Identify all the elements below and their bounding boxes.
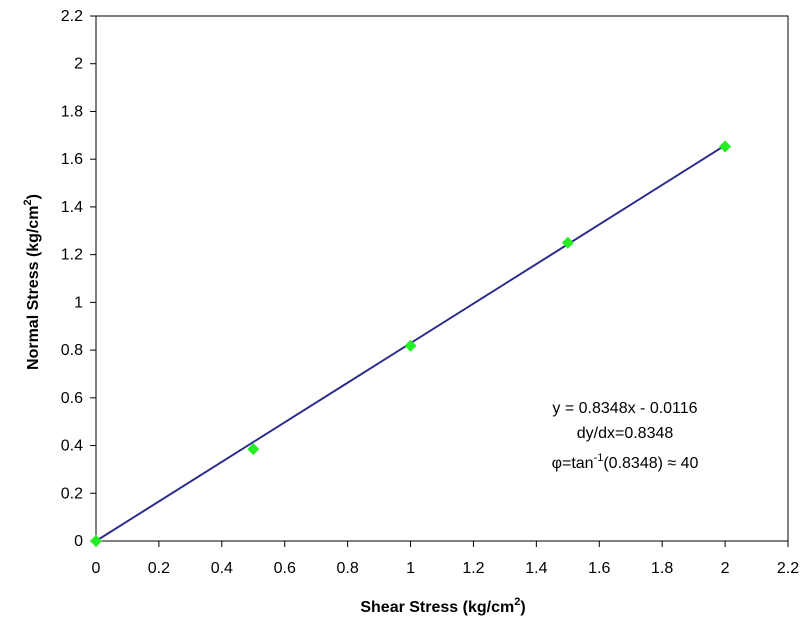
y-tick-label: 1.4 xyxy=(61,199,83,216)
y-tick-label: 1.2 xyxy=(61,247,83,264)
y-tick-label: 0.4 xyxy=(61,438,83,455)
y-tick-label: 0 xyxy=(74,533,83,550)
plot-border xyxy=(95,15,789,542)
data-point xyxy=(90,535,102,547)
x-tick-label: 0.8 xyxy=(337,560,359,577)
y-tick-label: 0.8 xyxy=(61,342,83,359)
x-tick-label: 1 xyxy=(406,560,415,577)
x-tick-label: 0.2 xyxy=(148,560,170,577)
y-tick-label: 1.6 xyxy=(61,151,83,168)
x-axis-ticks: 0 0.2 0.4 0.6 0.8 1 1.2 1.4 1.6 1.8 2 2.2 xyxy=(92,541,799,577)
annotation-equation: y = 0.8348x - 0.0116 xyxy=(552,400,697,417)
data-point xyxy=(404,339,417,352)
y-axis-title: Normal Stress (kg/cm2) xyxy=(22,194,42,370)
y-axis-ticks: 0 0.2 0.4 0.6 0.8 1 1.2 1.4 1.6 1.8 2 2.2 xyxy=(61,8,96,550)
x-tick-label: 1.2 xyxy=(462,560,484,577)
data-points-layer xyxy=(90,140,732,547)
x-tick-label: 0.4 xyxy=(211,560,233,577)
x-tick-label: 1.4 xyxy=(525,560,547,577)
x-tick-label: 2.2 xyxy=(777,560,799,577)
data-point xyxy=(561,236,574,249)
plot-area xyxy=(95,15,789,542)
x-axis-title: Shear Stress (kg/cm2) xyxy=(360,596,525,616)
x-tick-label: 1.8 xyxy=(651,560,673,577)
equation-annotation: y = 0.8348x - 0.0116 dy/dx=0.8348 φ=tan-… xyxy=(552,400,699,472)
annotation-friction-angle: φ=tan-1(0.8348) ≈ 40 xyxy=(552,452,699,472)
y-tick-label: 0.2 xyxy=(61,485,83,502)
x-tick-label: 0.6 xyxy=(274,560,296,577)
y-tick-label: 1.8 xyxy=(61,103,83,120)
x-tick-label: 2 xyxy=(721,560,730,577)
y-tick-label: 2.2 xyxy=(61,8,83,25)
data-point xyxy=(247,443,260,456)
y-tick-label: 1 xyxy=(74,294,83,311)
annotation-slope: dy/dx=0.8348 xyxy=(577,425,674,442)
y-tick-label: 2 xyxy=(74,56,83,73)
x-tick-label: 1.6 xyxy=(588,560,610,577)
x-tick-label: 0 xyxy=(92,560,101,577)
y-tick-label: 0.6 xyxy=(61,390,83,407)
data-point xyxy=(719,140,732,153)
